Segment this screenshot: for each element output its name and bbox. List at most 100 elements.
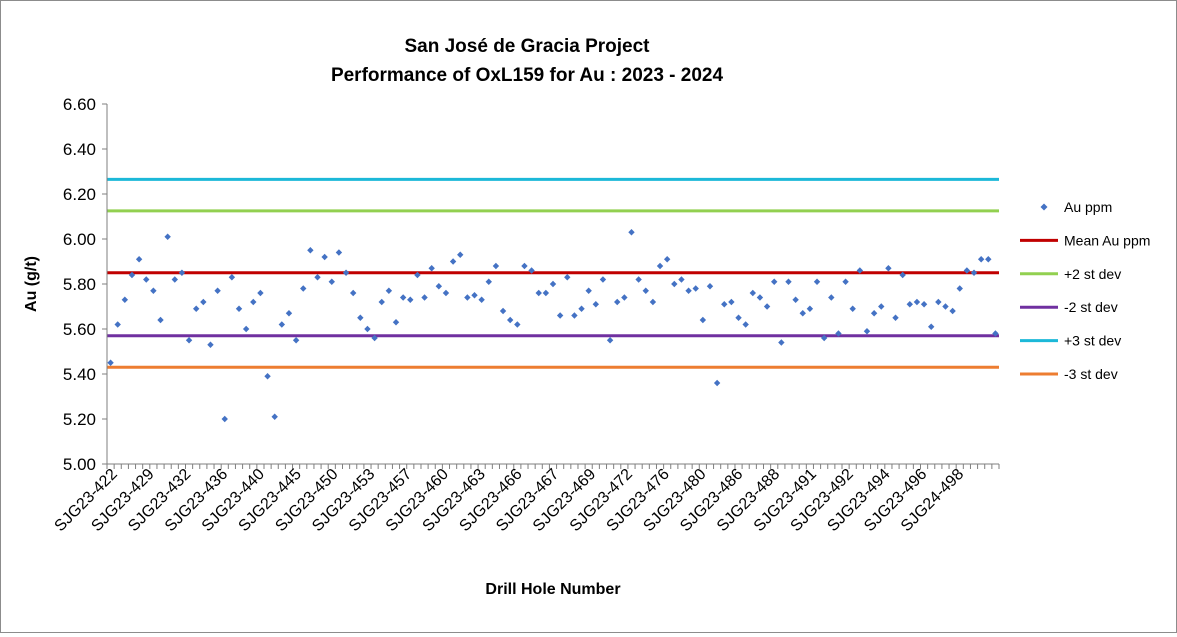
data-point xyxy=(721,301,728,308)
data-point xyxy=(414,271,421,279)
y-axis-ticks: 5.00 5.20 5.40 5.60 5.80 6.00 6.20 6.40 6.60 xyxy=(63,95,107,474)
legend-label: Au ppm xyxy=(1064,199,1112,215)
data-point xyxy=(407,296,414,303)
data-point xyxy=(514,321,521,328)
data-point xyxy=(121,296,129,303)
data-point xyxy=(371,334,378,342)
y-tick-label: 6.40 xyxy=(63,140,96,159)
data-point xyxy=(300,285,307,292)
data-point xyxy=(271,413,278,420)
data-point xyxy=(928,323,935,330)
data-point xyxy=(542,289,550,297)
data-point xyxy=(492,262,500,270)
data-point xyxy=(464,294,471,301)
data-point xyxy=(556,312,564,319)
data-point xyxy=(699,316,707,324)
data-point xyxy=(571,312,578,319)
data-point xyxy=(906,301,913,308)
data-point xyxy=(649,298,657,306)
data-point xyxy=(942,303,949,310)
data-point xyxy=(842,278,849,285)
data-point xyxy=(806,305,814,312)
y-tick-label: 5.20 xyxy=(63,410,96,429)
legend-label: -3 st dev xyxy=(1064,366,1118,382)
data-point xyxy=(178,269,186,276)
data-point xyxy=(728,298,735,306)
data-point xyxy=(935,298,942,306)
data-point xyxy=(235,305,243,312)
data-point xyxy=(621,294,628,301)
data-point xyxy=(820,334,828,342)
data-point xyxy=(878,303,885,310)
data-point xyxy=(342,269,350,276)
data-point xyxy=(828,294,835,301)
y-axis-label: Au (g/t) xyxy=(23,256,40,312)
data-point xyxy=(285,310,293,317)
data-point xyxy=(349,289,357,297)
data-point xyxy=(471,292,478,299)
data-point xyxy=(521,262,528,270)
data-point xyxy=(835,330,842,337)
data-point xyxy=(742,321,749,328)
data-point xyxy=(478,296,485,303)
data-point xyxy=(314,274,321,281)
data-point xyxy=(421,294,428,301)
data-point xyxy=(250,298,257,306)
data-point xyxy=(585,287,592,294)
y-tick-label: 5.00 xyxy=(63,455,96,474)
data-point xyxy=(292,337,300,344)
data-point xyxy=(564,274,571,281)
chart-title-line-2: Performance of OxL159 for Au : 2023 - 20… xyxy=(331,65,724,86)
data-point xyxy=(671,280,678,288)
data-point xyxy=(385,287,393,294)
data-point xyxy=(606,337,614,344)
data-point xyxy=(357,314,364,321)
data-point xyxy=(771,278,778,285)
data-point xyxy=(399,294,407,301)
data-point xyxy=(642,287,649,294)
data-point xyxy=(963,267,971,274)
axes xyxy=(106,104,999,465)
data-point xyxy=(870,310,878,317)
data-point xyxy=(785,278,792,285)
data-point xyxy=(528,267,535,274)
data-point xyxy=(221,415,228,423)
y-tick-label: 5.80 xyxy=(63,275,96,294)
data-point xyxy=(749,289,757,297)
y-tick-label: 5.40 xyxy=(63,365,96,384)
data-point xyxy=(449,258,457,265)
data-point xyxy=(956,285,963,292)
legend-label: +3 st dev xyxy=(1064,333,1121,349)
data-point xyxy=(135,256,143,263)
y-tick-label: 5.60 xyxy=(63,320,96,339)
data-point xyxy=(985,256,992,263)
data-point xyxy=(214,287,221,294)
data-point xyxy=(321,253,328,261)
data-point xyxy=(207,341,214,348)
data-point xyxy=(892,314,899,321)
legend-label: Mean Au ppm xyxy=(1064,232,1150,248)
data-point xyxy=(635,276,642,283)
data-point xyxy=(150,287,157,294)
data-point xyxy=(157,316,164,324)
data-point xyxy=(813,278,821,285)
data-point xyxy=(335,249,343,256)
data-point xyxy=(499,307,507,315)
data-point xyxy=(442,289,450,297)
data-point xyxy=(228,274,236,281)
data-point xyxy=(549,280,557,288)
data-point xyxy=(378,298,385,306)
x-axis-label: Drill Hole Number xyxy=(485,581,620,598)
data-point xyxy=(307,247,314,254)
data-point xyxy=(977,256,985,263)
data-point xyxy=(799,310,806,317)
data-point xyxy=(628,229,635,236)
data-point xyxy=(164,233,171,240)
data-point xyxy=(678,276,685,283)
data-point xyxy=(778,339,785,346)
data-point xyxy=(107,359,114,366)
reference-lines xyxy=(107,177,999,369)
data-point xyxy=(713,379,721,387)
data-point xyxy=(692,285,699,292)
